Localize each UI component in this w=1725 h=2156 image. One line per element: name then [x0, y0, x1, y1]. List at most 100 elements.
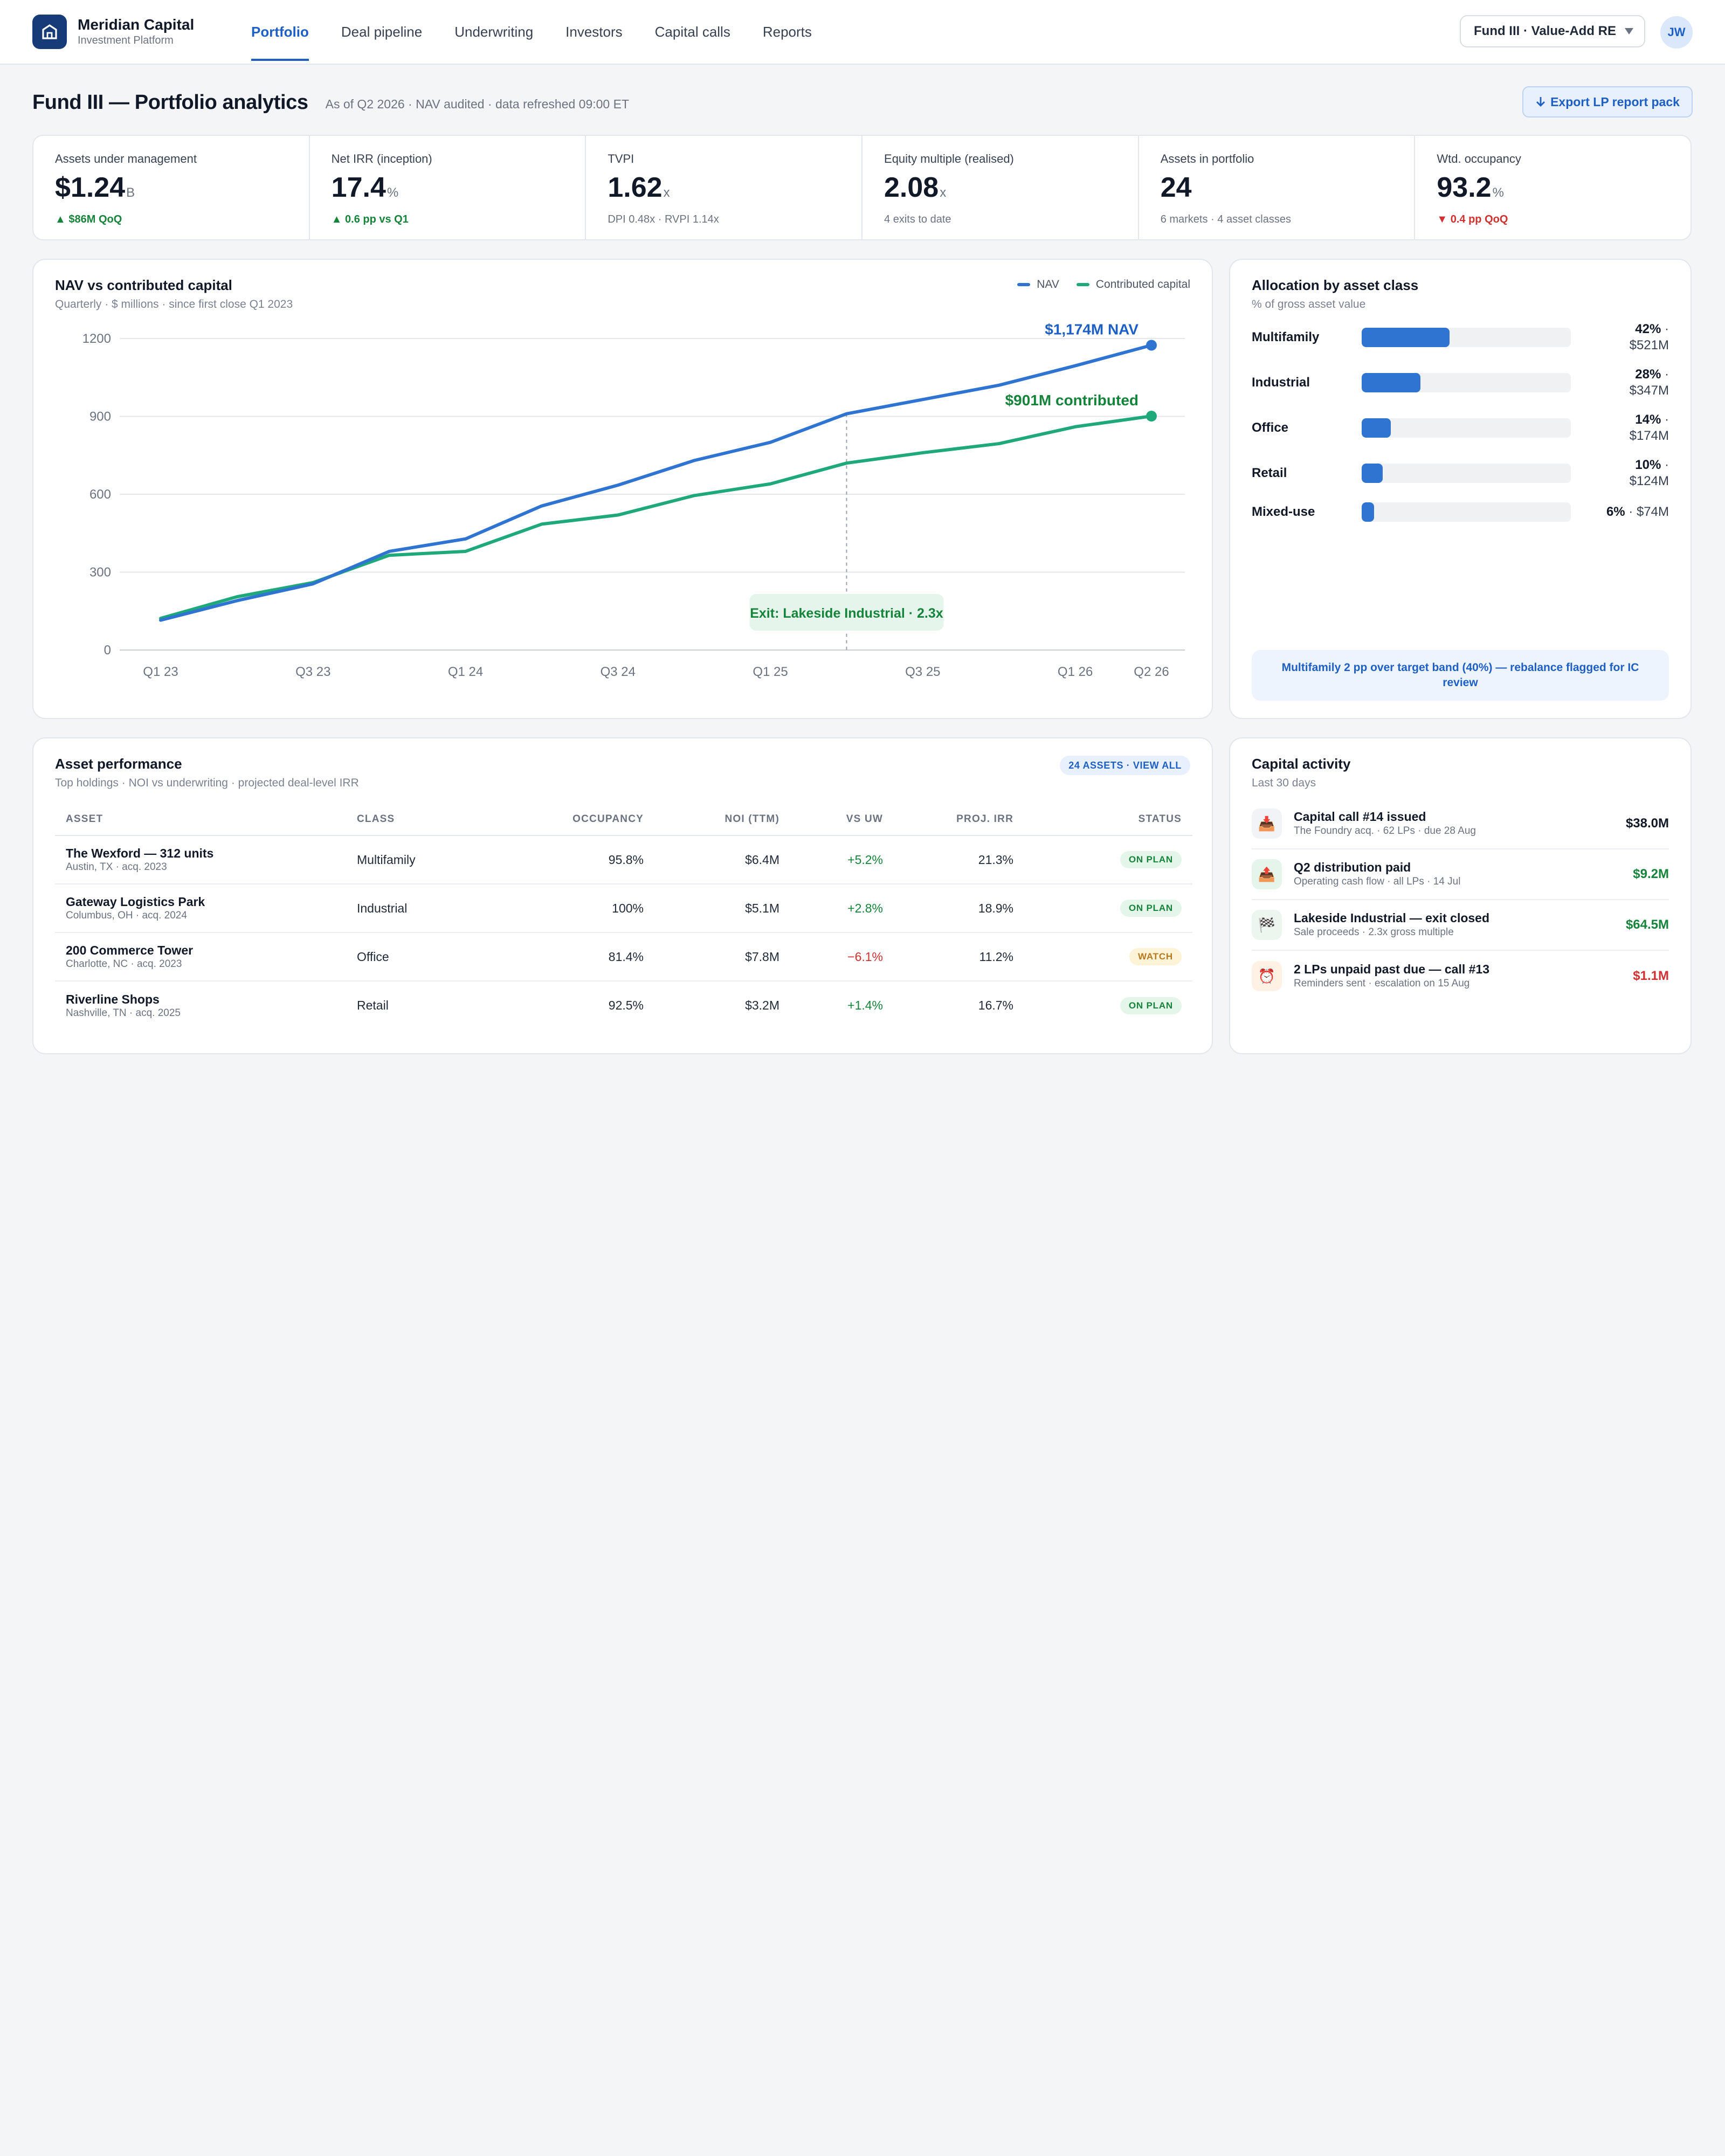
allocation-bar-fill — [1362, 464, 1383, 483]
kpi-delta: ▲ $86M QoQ — [55, 213, 287, 226]
kpi-value-number: 93.2 — [1437, 172, 1492, 203]
asset-class: Retail — [357, 998, 389, 1012]
nav-tab-capital-calls[interactable]: Capital calls — [654, 23, 730, 40]
rebalance-note[interactable]: Multifamily 2 pp over target band (40%) … — [1252, 650, 1669, 701]
exit-annotation-box[interactable] — [749, 594, 944, 631]
allocation-separator: · — [1661, 458, 1669, 472]
allocation-amount: $347M — [1629, 383, 1669, 398]
alarm-clock-icon: ⏰ — [1252, 961, 1282, 991]
allocation-value: 6% · $74M — [1571, 504, 1669, 520]
table-row[interactable]: Riverline Shops Nashville, TN · acq. 2025… — [55, 981, 1192, 1029]
export-button-label: Export LP report pack — [1550, 94, 1680, 109]
view-all-assets-link[interactable]: 24 ASSETS · VIEW ALL — [1060, 756, 1190, 775]
export-lp-report-button[interactable]: Export LP report pack — [1522, 86, 1693, 118]
page-meta: As of Q2 2026 · NAV audited · data refre… — [325, 96, 630, 111]
allocation-pct: 42% — [1635, 322, 1661, 336]
kpi-label: Assets under management — [55, 152, 197, 165]
kpi-delta-text: $86M QoQ — [68, 213, 122, 225]
nav-tab-portfolio[interactable]: Portfolio — [235, 0, 325, 64]
legend-item-nav[interactable]: NAV — [1017, 278, 1059, 291]
col-header-occupancy[interactable]: Occupancy — [508, 803, 654, 836]
kpi-value: 17.4% — [332, 171, 564, 209]
nav-end-label: $1,174M NAV — [1045, 321, 1138, 338]
main-nav: Portfolio Deal pipeline Underwriting Inv… — [235, 0, 828, 64]
legend-swatch-nav — [1017, 283, 1031, 286]
legend-swatch-contributed — [1076, 283, 1089, 286]
nav-end-point[interactable] — [1146, 340, 1157, 351]
table-row[interactable]: The Wexford — 312 units Austin, TX · acq.… — [55, 835, 1192, 884]
kpi-card[interactable]: Equity multiple (realised) 2.08 x 4 exits t… — [862, 136, 1139, 239]
asset-name[interactable]: The Wexford — 312 units — [66, 846, 214, 860]
activity-item[interactable]: ⏰ 2 LPs unpaid past due — call #13 Reminde… — [1252, 951, 1669, 1001]
allocation-row-retail[interactable]: Retail 10% · $124M — [1252, 454, 1669, 493]
kpi-card[interactable]: Wtd. occupancy 93.2% ▼ 0.4 pp QoQ — [1415, 136, 1690, 239]
kpi-card[interactable]: TVPI 1.62 x DPI 0.48x · RVPI 1.14x — [586, 136, 863, 239]
asset-vs-uw: +1.4% — [847, 998, 883, 1012]
activity-item[interactable]: 📤 Q2 distribution paid Operating cash flow… — [1252, 849, 1669, 900]
brand[interactable]: Meridian Capital Investment Platform — [32, 15, 235, 49]
nav-tab-investors[interactable]: Investors — [565, 23, 623, 40]
kpi-value: 24 — [1161, 171, 1393, 209]
page-header: Fund III — Portfolio analytics As of Q2 … — [32, 86, 1693, 119]
fund-selector[interactable]: Fund III · Value-Add RE — [1460, 15, 1645, 47]
kpi-value-unit: % — [1492, 185, 1504, 200]
status-badge: ON PLAN — [1120, 900, 1182, 917]
asset-noi: $3.2M — [745, 998, 779, 1012]
contributed-series-line[interactable] — [159, 414, 1153, 620]
table-row[interactable]: 200 Commerce Tower Charlotte, NC · acq. 2… — [55, 932, 1192, 982]
col-header-proj-irr[interactable]: Proj. IRR — [894, 803, 1024, 836]
kpi-delta-text: 4 exits to date — [884, 213, 951, 225]
col-header-vs-uw[interactable]: vs UW — [790, 803, 894, 836]
allocation-bar-fill — [1362, 373, 1420, 392]
kpi-value: 93.2% — [1437, 171, 1669, 209]
table-row[interactable]: Gateway Logistics Park Columbus, OH · acq… — [55, 884, 1192, 933]
allocation-pct: 14% — [1635, 412, 1661, 427]
asset-status-cell: ON PLAN — [1024, 835, 1192, 884]
nav-tab-reports[interactable]: Reports — [762, 23, 812, 40]
kpi-card[interactable]: Assets under management $1.24 B ▲ $86M QoQ — [33, 136, 310, 239]
col-header-class[interactable]: Class — [346, 803, 508, 836]
contributed-end-point[interactable] — [1146, 411, 1157, 422]
activity-subtitle: Reminders sent · escalation on 15 Aug — [1294, 978, 1470, 989]
user-avatar[interactable]: JW — [1660, 16, 1693, 49]
asset-name[interactable]: Gateway Logistics Park — [66, 895, 205, 909]
col-header-status[interactable]: Status — [1024, 803, 1192, 836]
activity-item[interactable]: 📥 Capital call #14 issued The Foundry acq.… — [1252, 799, 1669, 849]
top-nav-bar: Meridian Capital Investment Platform Por… — [0, 0, 1725, 65]
allocation-bar-track — [1362, 418, 1571, 438]
activity-item[interactable]: 🏁 Lakeside Industrial — exit closed Sale p… — [1252, 900, 1669, 951]
asset-status-cell: WATCH — [1024, 932, 1192, 982]
allocation-amount: $521M — [1629, 338, 1669, 353]
col-header-noi[interactable]: NOI (TTM) — [654, 803, 790, 836]
col-header-asset[interactable]: Asset — [55, 803, 346, 836]
allocation-card: Allocation by asset class % of gross ass… — [1229, 259, 1692, 719]
nav-tab-underwriting[interactable]: Underwriting — [454, 23, 534, 40]
checkered-flag-icon: 🏁 — [1252, 910, 1282, 940]
building-logo-icon — [32, 15, 67, 49]
capital-activity-title: Capital activity — [1252, 756, 1351, 772]
allocation-row-office[interactable]: Office 14% · $174M — [1252, 409, 1669, 447]
legend-item-contributed[interactable]: Contributed capital — [1076, 278, 1190, 291]
asset-name[interactable]: 200 Commerce Tower — [66, 943, 194, 957]
kpi-card[interactable]: Assets in portfolio 24 6 markets · 4 asset… — [1139, 136, 1416, 239]
kpi-label: Equity multiple (realised) — [884, 152, 1014, 165]
table-header-row: Asset Class Occupancy NOI (TTM) vs UW Pr… — [55, 803, 1192, 836]
asset-cell: 200 Commerce Tower Charlotte, NC · acq. 2… — [55, 932, 346, 982]
kpi-card[interactable]: Net IRR (inception) 17.4% ▲ 0.6 pp vs Q1 — [310, 136, 586, 239]
brand-name: Meridian Capital — [78, 16, 195, 33]
x-tick-label: Q1 23 — [143, 665, 178, 679]
allocation-row-industrial[interactable]: Industrial 28% · $347M — [1252, 363, 1669, 402]
kpi-value-number: 24 — [1160, 172, 1192, 203]
allocation-row-mixed-use[interactable]: Mixed-use 6% · $74M — [1252, 493, 1669, 531]
nav-tab-deal-pipeline[interactable]: Deal pipeline — [341, 23, 423, 40]
allocation-pct: 6% — [1606, 505, 1625, 519]
nav-series-line[interactable] — [159, 343, 1153, 622]
activity-title: 2 LPs unpaid past due — call #13 — [1294, 962, 1490, 976]
allocation-amount: $174M — [1629, 429, 1669, 443]
allocation-row-multifamily[interactable]: Multifamily 42% · $521M — [1252, 318, 1669, 357]
asset-name[interactable]: Riverline Shops — [66, 992, 160, 1006]
asset-cell: Riverline Shops Nashville, TN · acq. 2025 — [55, 981, 346, 1029]
allocation-pct: 10% — [1635, 458, 1661, 472]
allocation-value: 42% · $521M — [1571, 321, 1669, 354]
capital-activity-subtitle: Last 30 days — [1252, 777, 1316, 789]
